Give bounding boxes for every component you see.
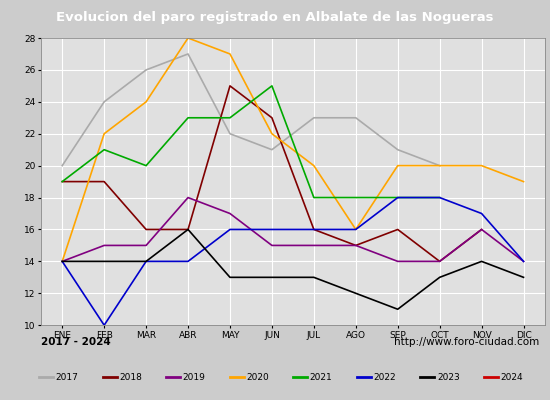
2017 [143, 68, 150, 72]
2019 [353, 243, 359, 248]
2018 [185, 227, 191, 232]
Line: 2019: 2019 [62, 198, 524, 261]
2020 [478, 163, 485, 168]
Text: 2019: 2019 [183, 372, 206, 382]
Text: 2023: 2023 [437, 372, 460, 382]
2020 [143, 100, 150, 104]
2018 [394, 227, 401, 232]
2023 [227, 275, 233, 280]
Text: 2021: 2021 [310, 372, 333, 382]
2018 [101, 179, 107, 184]
2019 [478, 227, 485, 232]
2021 [394, 195, 401, 200]
2018 [478, 227, 485, 232]
Line: 2023: 2023 [62, 230, 524, 309]
2019 [311, 243, 317, 248]
2020 [59, 259, 65, 264]
Line: 2021: 2021 [62, 86, 439, 198]
2017 [353, 115, 359, 120]
2017 [436, 163, 443, 168]
2022 [185, 259, 191, 264]
2021 [101, 147, 107, 152]
Text: 2017: 2017 [56, 372, 78, 382]
Text: http://www.foro-ciudad.com: http://www.foro-ciudad.com [394, 337, 540, 346]
2019 [101, 243, 107, 248]
2020 [311, 163, 317, 168]
2020 [185, 36, 191, 40]
2021 [311, 195, 317, 200]
2022 [227, 227, 233, 232]
2018 [143, 227, 150, 232]
2023 [436, 275, 443, 280]
2022 [478, 211, 485, 216]
2023 [101, 259, 107, 264]
2023 [143, 259, 150, 264]
2020 [520, 179, 527, 184]
2022 [394, 195, 401, 200]
2020 [101, 131, 107, 136]
2020 [227, 52, 233, 56]
2017 [311, 115, 317, 120]
2023 [353, 291, 359, 296]
2019 [227, 211, 233, 216]
2019 [59, 259, 65, 264]
2017 [394, 147, 401, 152]
2022 [59, 259, 65, 264]
2019 [436, 259, 443, 264]
2018 [59, 179, 65, 184]
2017 [185, 52, 191, 56]
2023 [185, 227, 191, 232]
2019 [520, 259, 527, 264]
2023 [59, 259, 65, 264]
2017 [59, 163, 65, 168]
2018 [268, 115, 275, 120]
Line: 2022: 2022 [62, 198, 524, 325]
2018 [353, 243, 359, 248]
Text: 2020: 2020 [246, 372, 269, 382]
Text: 2024: 2024 [500, 372, 523, 382]
2022 [143, 259, 150, 264]
2021 [185, 115, 191, 120]
2019 [143, 243, 150, 248]
2023 [520, 275, 527, 280]
Line: 2017: 2017 [62, 54, 439, 166]
2022 [311, 227, 317, 232]
2023 [394, 307, 401, 312]
2021 [353, 195, 359, 200]
Line: 2020: 2020 [62, 38, 524, 261]
2021 [59, 179, 65, 184]
2020 [353, 227, 359, 232]
2022 [436, 195, 443, 200]
2023 [478, 259, 485, 264]
2018 [436, 259, 443, 264]
2021 [227, 115, 233, 120]
2020 [436, 163, 443, 168]
Text: Evolucion del paro registrado en Albalate de las Nogueras: Evolucion del paro registrado en Albalat… [56, 10, 494, 24]
2019 [394, 259, 401, 264]
2017 [227, 131, 233, 136]
Text: 2022: 2022 [373, 372, 396, 382]
2022 [353, 227, 359, 232]
2017 [101, 100, 107, 104]
2022 [520, 259, 527, 264]
Text: 2017 - 2024: 2017 - 2024 [41, 337, 111, 346]
2018 [227, 84, 233, 88]
2022 [268, 227, 275, 232]
2020 [268, 131, 275, 136]
2021 [268, 84, 275, 88]
2021 [143, 163, 150, 168]
2019 [185, 195, 191, 200]
2020 [394, 163, 401, 168]
Line: 2018: 2018 [62, 86, 482, 261]
2023 [268, 275, 275, 280]
Text: 2018: 2018 [119, 372, 142, 382]
2022 [101, 323, 107, 328]
2023 [311, 275, 317, 280]
2018 [311, 227, 317, 232]
2021 [436, 195, 443, 200]
2019 [268, 243, 275, 248]
2017 [268, 147, 275, 152]
